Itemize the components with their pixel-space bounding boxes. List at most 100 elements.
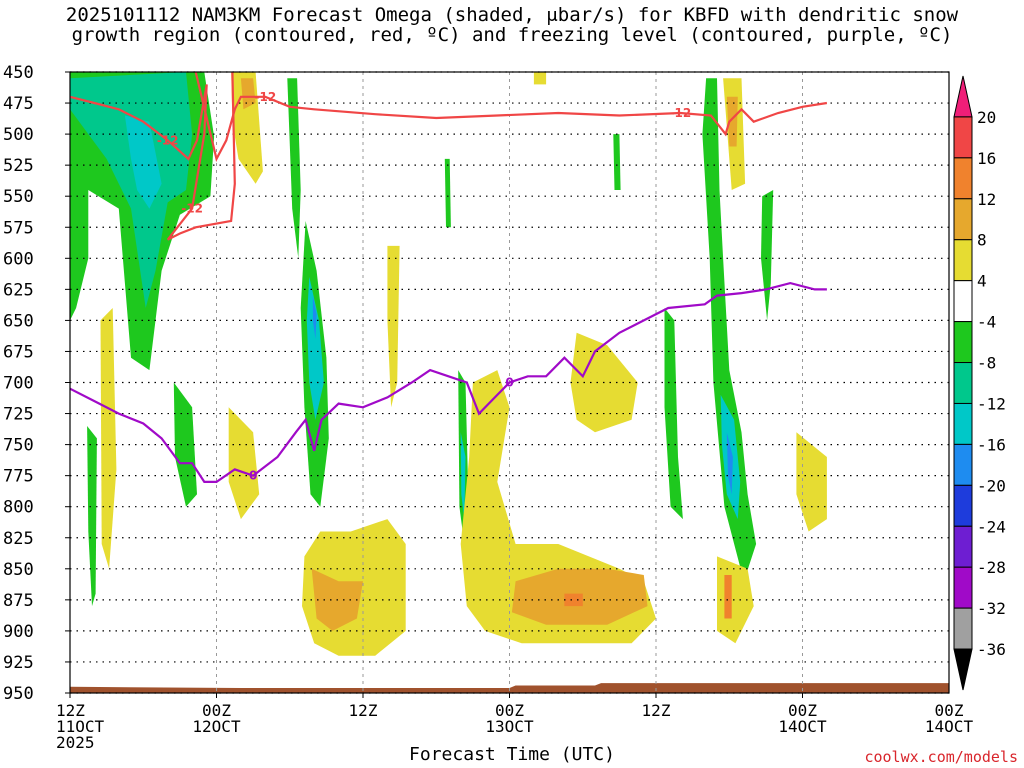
y-tick-label: 475 [3, 94, 34, 114]
colorbar-label: -24 [977, 517, 1006, 536]
omega-region [173, 382, 197, 507]
omega-region [306, 276, 324, 420]
x-tick-label: 00Z [788, 701, 817, 720]
y-tick-label: 525 [3, 156, 34, 176]
contours: -12 -12 -12 -12 0 0 [69, 71, 828, 483]
y-axis: 450 475 500 525 550 575 600 625 650 675 700 725 750 7… [3, 63, 70, 704]
x-tick-label: 00Z [495, 701, 524, 720]
site-credit: coolwx.com/models [864, 748, 1018, 766]
contour-label: -12 [254, 90, 276, 104]
omega-region [564, 593, 583, 607]
omega-region [70, 72, 193, 308]
contour-label: -12 [157, 133, 179, 147]
contour-line [69, 281, 827, 483]
contour-label: 0 [249, 469, 257, 483]
y-tick-label: 600 [3, 249, 34, 269]
x-tick-label: 12Z [56, 701, 85, 720]
x-tick-label: 00Z [935, 701, 964, 720]
omega-region [796, 432, 827, 532]
x-tick-label: 12Z [349, 701, 378, 720]
y-tick-label: 750 [3, 436, 34, 456]
omega-region [664, 308, 683, 520]
y-tick-label: 800 [3, 498, 34, 518]
contour-label: 0 [505, 376, 513, 390]
colorbar-bin [953, 157, 973, 200]
colorbar-bin [953, 239, 973, 282]
omega-region [460, 432, 466, 520]
colorbar-bin [953, 198, 973, 241]
omega-region [613, 134, 621, 190]
y-tick-label: 700 [3, 374, 34, 394]
x-tick-label: 14OCT [925, 717, 974, 736]
y-tick-label: 775 [3, 467, 34, 487]
omega-region [702, 78, 757, 582]
colorbar-label: 20 [977, 108, 996, 127]
colorbar-bin [953, 321, 973, 364]
y-tick-label: 650 [3, 311, 34, 331]
x-tick-label: 14OCT [778, 717, 827, 736]
y-tick-label: 450 [3, 63, 34, 83]
colorbar-bin [953, 116, 973, 159]
x-tick-label: 00Z [202, 701, 231, 720]
y-tick-label: 550 [3, 187, 34, 207]
contour-label: -12 [670, 106, 692, 120]
colorbar-bin [953, 525, 973, 568]
y-tick-label: 575 [3, 218, 34, 238]
chart-title-line-1: 2025101112 NAM3KM Forecast Omega (shaded… [65, 4, 959, 26]
colorbar-label: -36 [977, 640, 1006, 659]
colorbar-bin [953, 607, 973, 650]
omega-region [726, 432, 733, 495]
x-tick-label: 2025 [56, 733, 95, 752]
colorbar-label: -32 [977, 599, 1006, 618]
chart-title-line-2: growth region (contoured, red, ºC) and f… [71, 24, 953, 46]
y-tick-label: 625 [3, 280, 34, 300]
y-tick-label: 925 [3, 653, 34, 673]
x-tick-label: 12OCT [192, 717, 241, 736]
omega-shading [70, 72, 827, 656]
y-tick-label: 825 [3, 529, 34, 549]
y-tick-label: 875 [3, 591, 34, 611]
colorbar-label: -20 [977, 476, 1006, 495]
y-tick-label: 950 [3, 684, 34, 704]
y-tick-label: 675 [3, 342, 34, 362]
omega-region [100, 308, 117, 569]
colorbar-label: -16 [977, 435, 1006, 454]
contour-label: -12 [181, 202, 203, 216]
x-axis-title: Forecast Time (UTC) [409, 744, 615, 765]
omega-region [287, 78, 301, 259]
colorbar-label: -12 [977, 394, 1006, 413]
colorbar-bin [953, 648, 973, 691]
omega-region [724, 575, 732, 619]
y-tick-label: 725 [3, 405, 34, 425]
contour-line [69, 71, 236, 241]
y-tick-label: 900 [3, 622, 34, 642]
omega-region [124, 115, 162, 209]
omega-region [240, 78, 256, 110]
colorbar-bin [953, 484, 973, 527]
colorbar-label: -28 [977, 558, 1006, 577]
omega-region [87, 426, 97, 607]
x-tick-label: 13OCT [485, 717, 534, 736]
colorbar-label: 4 [977, 272, 987, 291]
contour-line [194, 71, 828, 162]
omega-region [228, 407, 260, 520]
colorbar-label: 16 [977, 149, 996, 168]
colorbar-bin [953, 402, 973, 445]
omega-region [726, 96, 738, 147]
x-tick-label: 12Z [642, 701, 671, 720]
x-tick-label: 11OCT [56, 717, 105, 736]
omega-region [444, 158, 451, 228]
colorbar-label: -8 [977, 354, 996, 373]
y-tick-label: 850 [3, 560, 34, 580]
colorbar-bin [953, 443, 973, 486]
omega-region [533, 72, 547, 85]
colorbar: 20 16 12 8 4 -4 -8 -12 -16 -20 -24 -28 -32 -36 [953, 75, 1006, 691]
colorbar-label: -4 [977, 313, 996, 332]
omega-region [312, 295, 317, 339]
omega-region [387, 245, 400, 408]
colorbar-label: 8 [977, 231, 987, 250]
colorbar-bin [953, 566, 973, 609]
colorbar-bin [953, 362, 973, 404]
